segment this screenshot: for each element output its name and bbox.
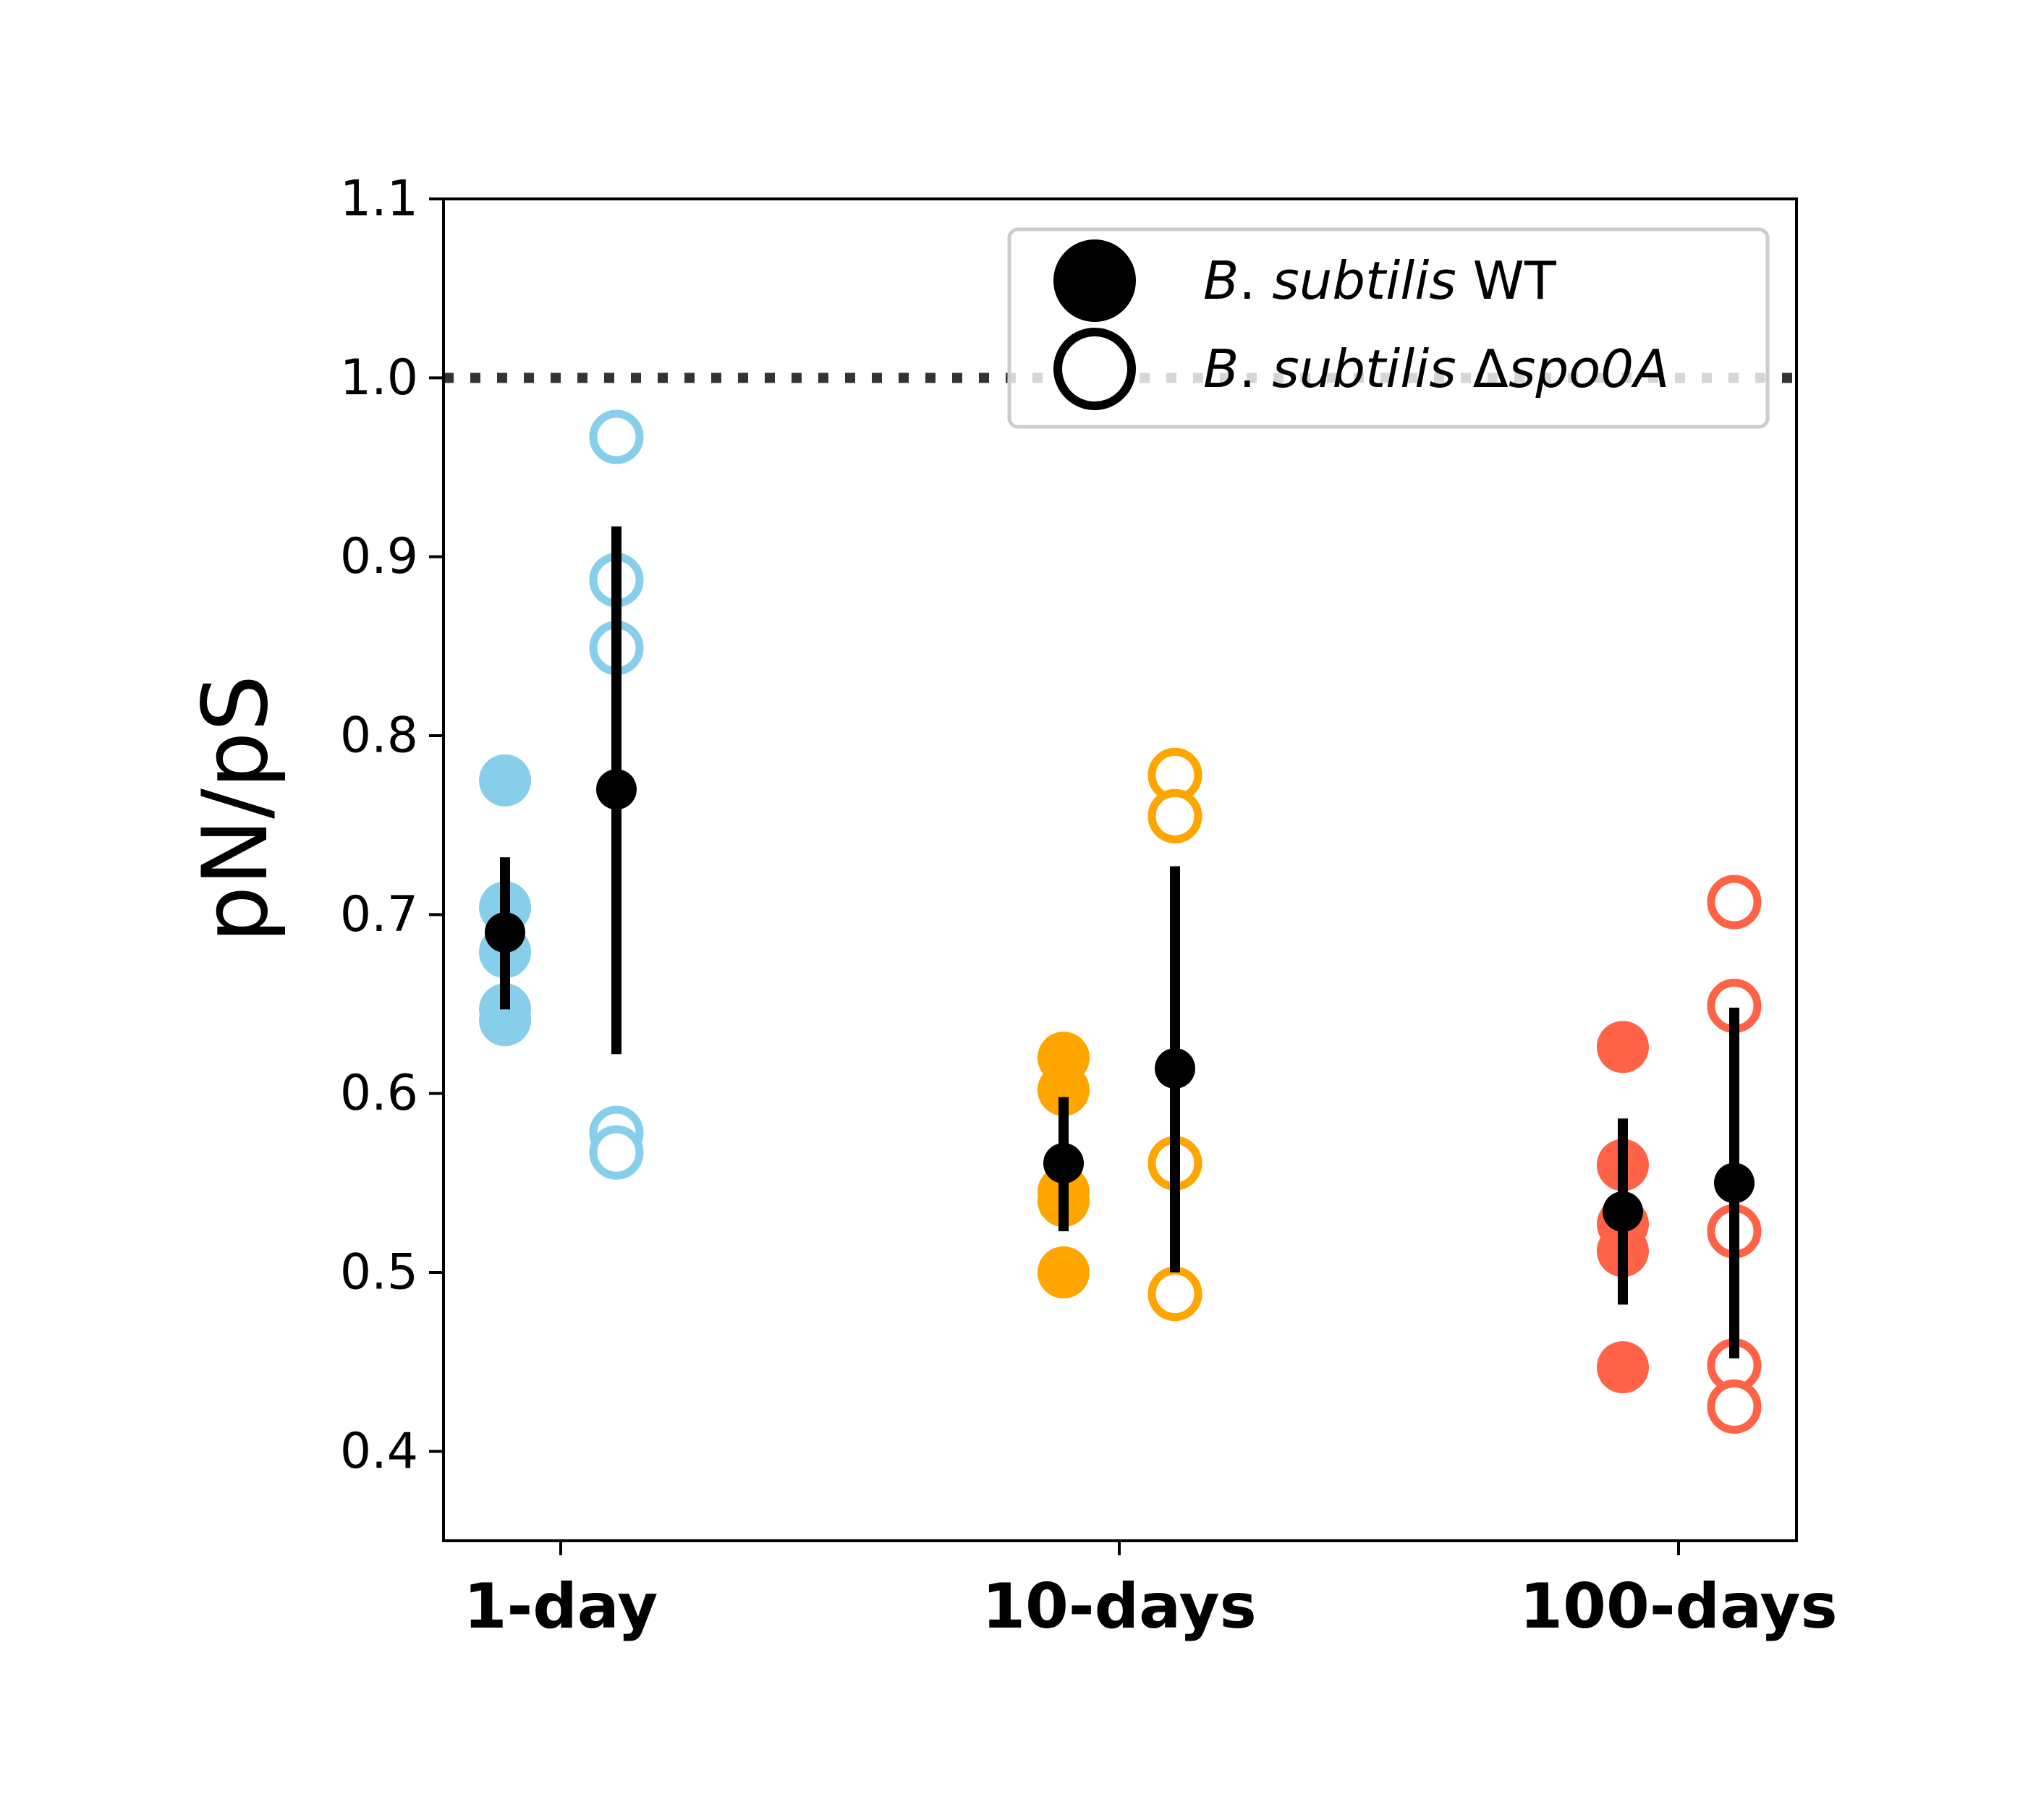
data-point: [1597, 1021, 1649, 1073]
legend-label-part: B: [1203, 339, 1239, 399]
series-1: [589, 409, 1762, 1434]
legend-label-part: spo0A: [1509, 339, 1669, 399]
y-tick-label: 0.5: [340, 1244, 418, 1301]
legend: B. subtilis WTB. subtilis Δspo0A: [1007, 227, 1770, 429]
legend-label-part: .: [1239, 339, 1272, 399]
data-point: [589, 409, 644, 464]
data-point: [1707, 875, 1762, 930]
series-layer: [479, 409, 1762, 1434]
data-point: [1147, 1267, 1202, 1322]
data-point: [479, 754, 531, 807]
legend-marker: [1053, 239, 1136, 322]
legend-marker: [1053, 328, 1136, 410]
legend-label-part: Δ: [1456, 339, 1509, 399]
data-point: [1147, 788, 1202, 843]
data-point: [1038, 1246, 1090, 1298]
legend-label-part: WT: [1456, 250, 1557, 311]
y-tick-label: 1.0: [340, 349, 418, 407]
data-point: [1707, 1379, 1762, 1434]
data-point: [1038, 1063, 1090, 1116]
legend-label-part: .: [1239, 250, 1272, 311]
mean-point: [1043, 1143, 1084, 1184]
mean-point: [1603, 1191, 1643, 1232]
data-point: [1597, 1341, 1649, 1394]
legend-label-part: subtilis: [1272, 339, 1456, 399]
mean-point: [1714, 1162, 1755, 1204]
legend-label: B. subtilis Δspo0A: [1203, 339, 1669, 399]
y-tick-label: 0.9: [340, 528, 418, 585]
x-tick-label: 100-days: [1519, 1570, 1837, 1643]
y-tick-label: 1.1: [340, 171, 418, 228]
y-axis: 0.4 0.5 0.6 0.7 0.8 0.9 1.0 1.1: [340, 171, 444, 1480]
mean-point: [596, 769, 637, 810]
y-axis-label: pN/pS: [184, 675, 288, 943]
y-tick-label: 0.7: [340, 886, 418, 943]
data-point: [479, 994, 531, 1047]
x-tick-label: 10-days: [982, 1570, 1257, 1643]
x-tick-label: 1-day: [464, 1570, 658, 1643]
mean-point: [485, 912, 525, 953]
y-tick-label: 0.8: [340, 707, 418, 765]
data-point: [589, 1125, 644, 1180]
legend-box: [1007, 227, 1770, 429]
legend-label-part: B: [1203, 250, 1239, 311]
mean-point: [1155, 1048, 1195, 1089]
series-0: [479, 754, 1649, 1394]
y-tick-label: 0.4: [340, 1423, 418, 1480]
y-tick-label: 0.6: [340, 1065, 418, 1122]
legend-label-part: subtilis: [1272, 250, 1456, 311]
legend-label: B. subtilis WT: [1203, 250, 1557, 311]
x-axis: 1-day 10-days 100-days: [464, 1541, 1838, 1643]
